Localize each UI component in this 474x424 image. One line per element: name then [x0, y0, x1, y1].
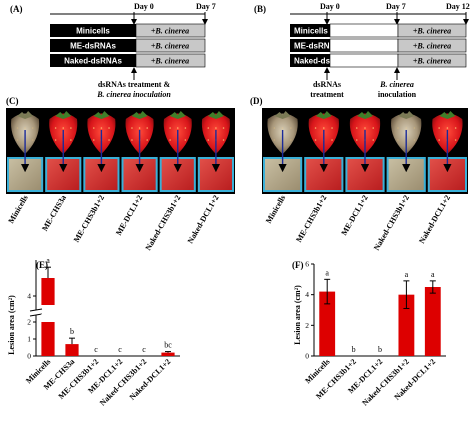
day7-label-a: Day 7 — [196, 2, 216, 11]
day0-label-b: Day 0 — [320, 2, 340, 11]
row-b-2-name: Naked-dsRNAs — [294, 57, 352, 66]
f-bar-4 — [424, 287, 441, 356]
row-a-0: Minicells +B. cinerea — [50, 23, 206, 38]
row-b-0-name: Minicells — [294, 27, 328, 36]
panel-b-label: (B) — [254, 4, 266, 14]
panel-e-label: (E) — [36, 260, 48, 270]
f-ytick-3: 6 — [305, 260, 309, 269]
row-b-2-treat: +B. cinerea — [413, 57, 451, 66]
row-a-2-treat: +B. cinerea — [151, 57, 189, 66]
panel-f: (F) Lesion area (cm²) 0246aMinicellsbME-… — [292, 260, 446, 408]
e-bar-0-upper — [41, 278, 55, 305]
row-a-2-name: Naked-dsRNAs — [64, 57, 122, 66]
panel-d-label: (D) — [250, 96, 263, 106]
e-bar-0 — [41, 322, 55, 356]
c-closeup-3 — [121, 130, 158, 192]
note-a-line2: B. cinerea inoculation — [96, 90, 171, 99]
e-ytick-0: 0 — [27, 352, 31, 361]
c-closeup-2 — [83, 130, 120, 192]
f-xtick-3: Naked-CHS3b1+2 — [360, 357, 410, 407]
e-ytick-1: 1 — [27, 335, 31, 344]
f-ytick-1: 2 — [305, 321, 309, 330]
e-ytick-3: 4 — [27, 292, 31, 301]
row-b-1-treat: +B. cinerea — [413, 42, 451, 51]
panel-b: (B) Day 0 Day 7 Day 12 Minicells +B. cin… — [254, 2, 470, 99]
note-b-right2: inoculation — [378, 90, 417, 99]
e-letter-1: b — [70, 327, 74, 336]
row-a-1-treat: +B. cinerea — [151, 42, 189, 51]
panel-c: (C) Minicells ME-CHS3a ME-CHS3b1+2 ME-DCL1+… — [6, 96, 235, 252]
e-letter-0: a — [46, 256, 50, 265]
f-ytick-2: 4 — [305, 290, 309, 299]
day7-label-b: Day 7 — [386, 2, 406, 11]
d-sample-label-4: Naked-DCL1+2 — [417, 194, 452, 246]
note-b-left2: treatment — [310, 90, 344, 99]
c-closeup-0 — [7, 130, 44, 192]
c-closeup-4 — [159, 130, 196, 192]
c-sample-label-1: ME-CHS3a — [40, 194, 68, 233]
e-bar-5 — [161, 352, 175, 356]
panel-a-label: (A) — [10, 4, 23, 14]
row-a-0-treat: +B. cinerea — [151, 27, 189, 36]
note-b-right1: B. cinerea — [379, 80, 414, 89]
e-bar-1 — [65, 344, 79, 356]
c-sample-label-3: ME-DCL1+2 — [114, 194, 144, 237]
e-letter-5: bc — [164, 341, 172, 350]
note-a-line1: dsRNAs treatment & — [98, 80, 171, 89]
row-b-1-name: ME-dsRNAs — [294, 42, 340, 51]
f-letter-3: a — [405, 270, 409, 279]
e-letter-2: c — [94, 345, 98, 354]
d-sample-label-3: Naked-CHS3b1+2 — [372, 194, 411, 253]
panel-f-label: (F) — [292, 260, 304, 270]
day12-label-b: Day 12 — [446, 2, 470, 11]
row-a-1-name: ME-dsRNAs — [70, 42, 116, 51]
closeup-strip-c — [6, 156, 235, 194]
c-sample-label-5: Naked-DCL1+2 — [186, 194, 221, 246]
d-closeup-0 — [263, 130, 303, 192]
row-b-2: Naked-dsRNAs +B. cinerea — [290, 53, 467, 68]
panel-f-ylabel: Lesion area (cm²) — [293, 285, 302, 345]
e-axis-break — [31, 310, 41, 315]
c-sample-label-2: ME-CHS3b1+2 — [72, 194, 106, 244]
row-b-0: Minicells +B. cinerea — [290, 23, 467, 38]
c-closeup-5 — [197, 130, 234, 192]
panel-e-ylabel: Lesion area (cm²) — [7, 295, 16, 355]
f-letter-1: b — [352, 345, 356, 354]
photo-strip-c — [6, 108, 235, 156]
panel-d: (D) Minicells ME-CHS3b1+2 ME-DCL1+2 Naked-C… — [250, 96, 468, 252]
d-sample-label-0: Minicells — [264, 194, 287, 225]
d-closeup-1 — [304, 130, 344, 192]
d-sample-label-2: ME-DCL1+2 — [339, 194, 369, 237]
d-closeup-2 — [345, 130, 385, 192]
row-a-0-name: Minicells — [76, 27, 110, 36]
c-sample-label-4: Naked-CHS3b1+2 — [144, 194, 183, 253]
e-ytick-2: 2 — [27, 318, 31, 327]
panel-a: (A) Day 0 Day 7 Minicells +B. cinerea ME… — [10, 2, 216, 99]
f-ytick-0: 0 — [305, 352, 309, 361]
f-letter-0: a — [325, 268, 329, 277]
row-b-1: ME-dsRNAs +B. cinerea — [290, 38, 467, 53]
day0-label-a: Day 0 — [134, 2, 154, 11]
panel-e: (E) Lesion area (cm²) 0124aMinicellsbME-… — [7, 256, 180, 408]
e-letter-4: c — [142, 345, 146, 354]
f-letter-2: b — [378, 345, 382, 354]
c-sample-label-0: Minicells — [6, 194, 29, 225]
row-b-0-treat: +B. cinerea — [413, 27, 451, 36]
row-a-1: ME-dsRNAs +B. cinerea — [50, 38, 206, 53]
e-letter-3: c — [118, 345, 122, 354]
panel-c-label: (C) — [6, 96, 19, 106]
note-b-left1: dsRNAs — [313, 80, 341, 89]
f-bar-0 — [319, 291, 336, 356]
c-closeup-1 — [45, 130, 82, 192]
row-a-2: Naked-dsRNAs +B. cinerea — [50, 53, 206, 68]
d-closeup-3 — [386, 130, 426, 192]
f-letter-4: a — [431, 270, 435, 279]
d-closeup-4 — [427, 130, 467, 192]
d-sample-label-1: ME-CHS3b1+2 — [294, 194, 328, 244]
f-bar-3 — [398, 294, 415, 356]
